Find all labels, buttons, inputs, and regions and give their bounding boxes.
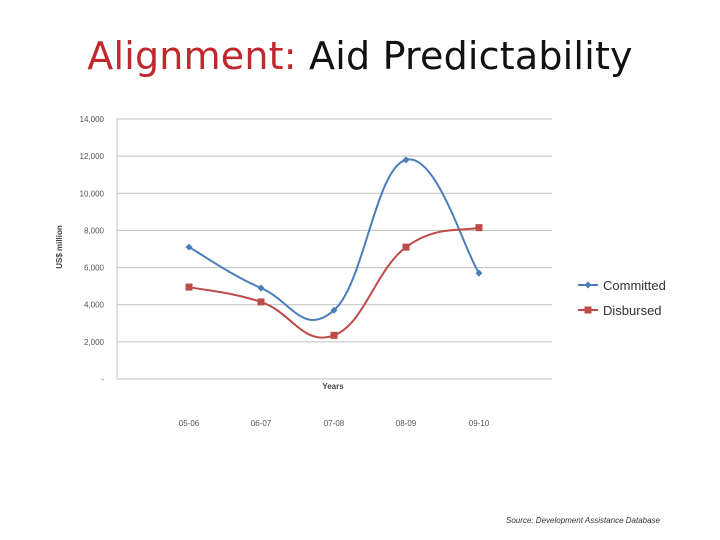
x-tick-label: 08-09: [396, 419, 417, 428]
data-point: [475, 224, 483, 232]
data-point: [402, 243, 410, 251]
legend-item-committed: Committed: [578, 278, 666, 293]
title-rest: Aid Predictability: [296, 34, 633, 78]
series-line: [188, 158, 480, 322]
data-point: [185, 243, 193, 251]
x-tick-label: 05-06: [179, 419, 200, 428]
data-point: [402, 156, 410, 164]
legend-label: Committed: [603, 278, 666, 293]
x-tick-labels: 05-06 06-07 07-08 08-09 09-10: [179, 419, 490, 428]
series-line: [188, 226, 480, 339]
data-point: [330, 306, 338, 314]
series-disbursed: [185, 224, 483, 339]
series-lines: [185, 156, 483, 339]
data-point: [185, 283, 193, 291]
data-point: [330, 331, 338, 339]
slide-title: Alignment: Aid Predictability: [0, 34, 720, 78]
data-point: [475, 269, 483, 277]
y-tick-label: 10,000: [80, 189, 105, 198]
legend-item-disbursed: Disbursed: [578, 303, 662, 318]
legend-marker: [584, 281, 592, 289]
y-tick-label: 8,000: [84, 226, 105, 235]
y-tick-label: 14,000: [80, 115, 105, 124]
title-accent: Alignment:: [87, 34, 297, 78]
legend-marker: [584, 306, 592, 314]
x-axis-label: Years: [322, 382, 344, 391]
legend: Committed Disbursed: [578, 278, 666, 318]
x-tick-label: 09-10: [469, 419, 490, 428]
x-tick-label: 07-08: [324, 419, 345, 428]
y-tick-label: 12,000: [80, 152, 105, 161]
x-tick-label: 06-07: [251, 419, 272, 428]
y-tick-label: 2,000: [84, 338, 105, 347]
series-committed: [185, 156, 483, 322]
y-tick-label: -: [101, 375, 104, 384]
y-tick-label: 6,000: [84, 264, 105, 273]
data-point: [257, 284, 265, 292]
grid-lines: [116, 118, 552, 380]
source-note: Source: Development Assistance Database: [506, 516, 661, 525]
y-tick-labels: - 2,000 4,000 6,000 8,000 10,000 12,000 14,000: [80, 115, 105, 384]
data-point: [257, 298, 265, 306]
y-axis-label: US$ million: [55, 225, 64, 269]
legend-label: Disbursed: [603, 303, 662, 318]
y-tick-label: 4,000: [84, 301, 105, 310]
